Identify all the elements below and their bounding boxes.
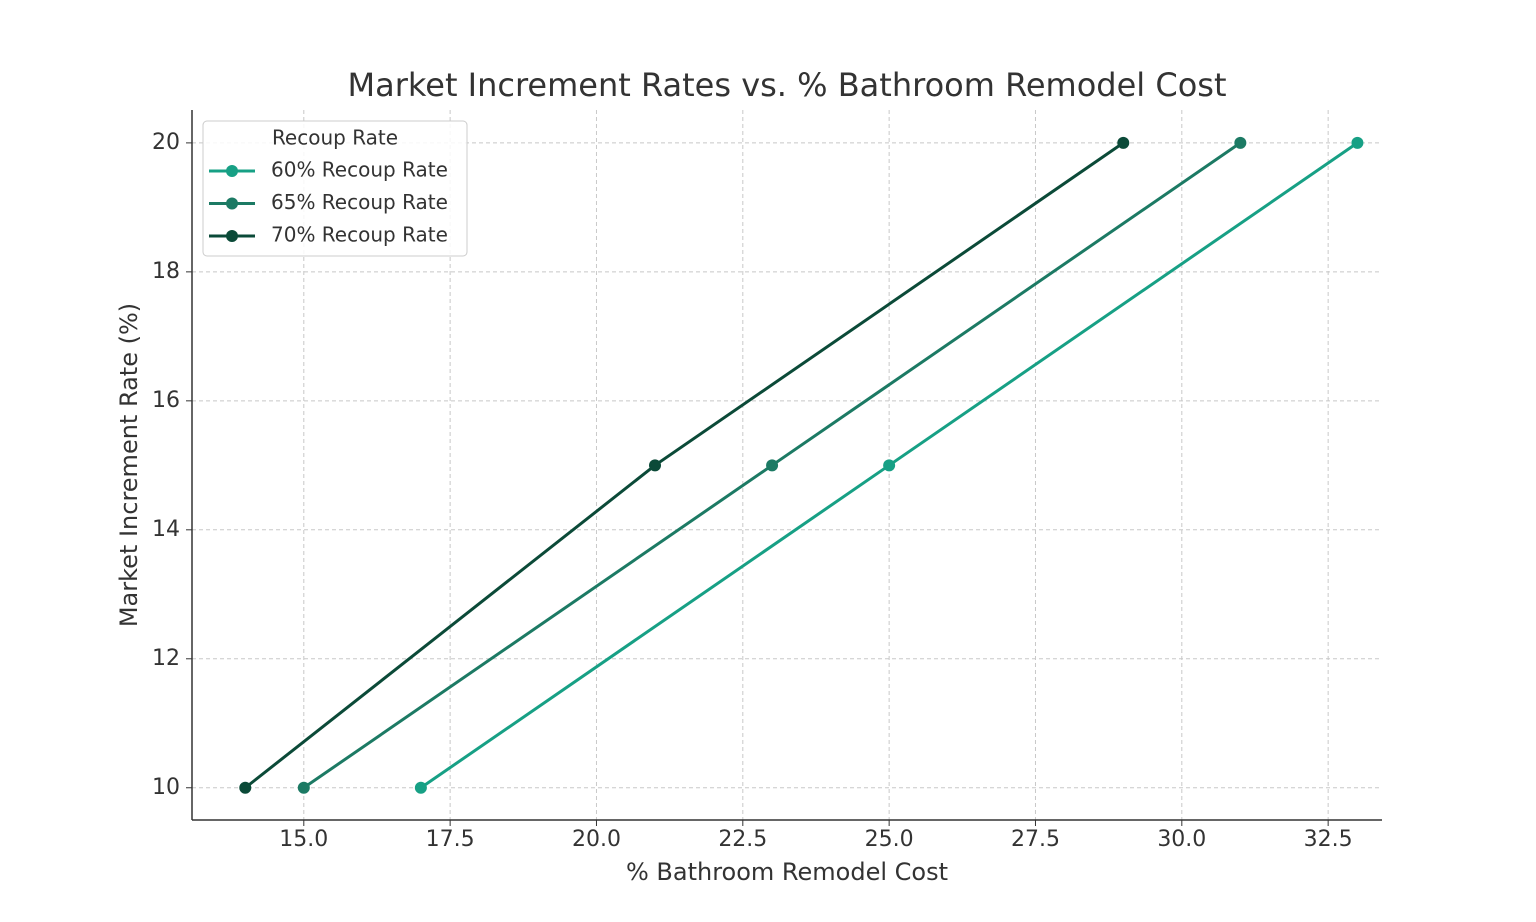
x-tick-label: 27.5 [1011,827,1060,852]
data-point [766,459,779,472]
legend: Recoup Rate 60% Recoup Rate 65% Recoup Rat… [202,120,468,257]
x-tick-label: 17.5 [426,827,475,852]
y-tick-label: 14 [152,517,180,542]
y-tick-label: 10 [152,775,180,800]
data-point [1234,136,1247,149]
y-tick-label: 16 [152,388,180,413]
data-point [1117,136,1130,149]
x-tick-label: 15.0 [279,827,328,852]
legend-marker [226,230,238,242]
data-point [649,459,662,472]
legend-marker [226,197,238,210]
data-point [1351,136,1364,149]
x-tick-label: 32.5 [1304,827,1353,852]
y-tick-label: 18 [152,259,180,284]
y-tick-label: 20 [152,130,180,155]
legend-label: 65% Recoup Rate [271,190,448,214]
data-point [239,781,252,794]
chart-title: Market Increment Rates vs. % Bathroom Re… [347,66,1226,104]
legend-label: 70% Recoup Rate [271,223,448,247]
x-tick-label: 25.0 [865,827,914,852]
y-axis-label: Market Increment Rate (%) [115,303,143,627]
x-tick-label: 22.5 [718,827,767,852]
data-point [414,781,427,794]
data-point [297,781,310,794]
legend-title: Recoup Rate [272,126,398,150]
x-tick-label: 20.0 [572,827,621,852]
y-tick-label: 12 [152,646,180,671]
legend-label: 60% Recoup Rate [271,158,448,182]
x-axis-label: % Bathroom Remodel Cost [626,858,948,886]
legend-marker [226,165,238,177]
x-tick-label: 30.0 [1157,827,1206,852]
legend-box [202,120,468,257]
data-point [883,459,896,472]
